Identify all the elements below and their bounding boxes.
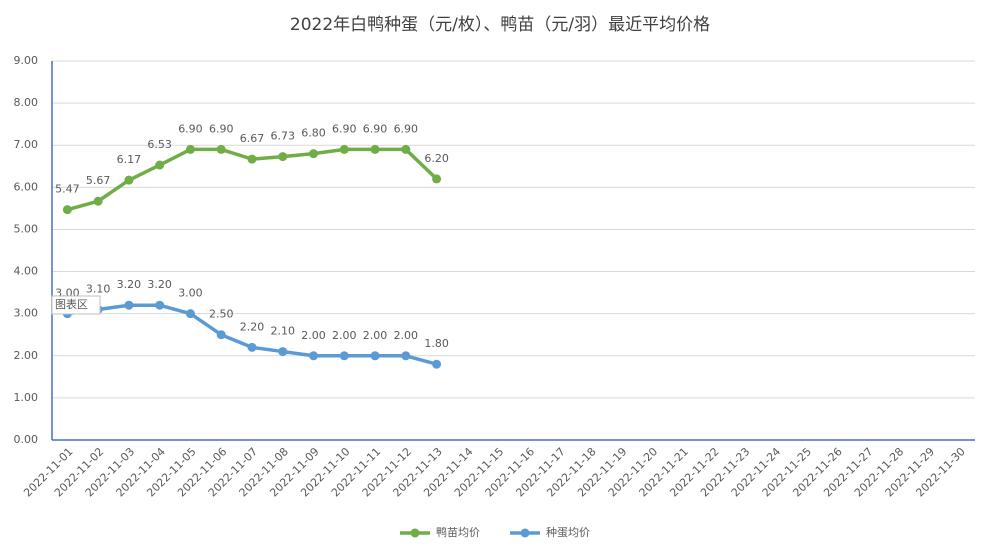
data-label: 6.90 [209, 122, 234, 135]
data-point [370, 351, 380, 361]
data-label: 2.00 [332, 329, 357, 342]
data-label: 6.73 [271, 130, 296, 143]
data-point [93, 196, 103, 206]
y-tick-label: 0.00 [14, 433, 39, 446]
y-tick-label: 2.00 [14, 349, 39, 362]
data-label: 6.20 [424, 152, 449, 165]
data-label: 3.20 [147, 278, 172, 291]
y-tick-label: 1.00 [14, 391, 39, 404]
data-label: 2.20 [240, 320, 265, 333]
data-point [339, 144, 349, 154]
data-point [278, 152, 288, 162]
annotation-box [51, 295, 101, 315]
data-point [401, 144, 411, 154]
data-label: 2.00 [301, 329, 326, 342]
data-label: 2.00 [363, 329, 388, 342]
y-tick-label: 4.00 [14, 265, 39, 278]
data-label: 2.50 [209, 308, 234, 321]
data-label: 6.90 [363, 122, 388, 135]
y-tick-label: 7.00 [14, 138, 39, 151]
data-label: 6.90 [332, 122, 357, 135]
data-label: 5.47 [55, 183, 80, 196]
data-label: 6.90 [394, 122, 419, 135]
y-tick-label: 6.00 [14, 180, 39, 193]
data-point [278, 347, 288, 357]
annotation: 图表区 [55, 297, 88, 311]
data-label: 6.80 [301, 127, 326, 140]
legend-marker [410, 528, 420, 538]
data-point [309, 149, 319, 159]
data-point [124, 300, 134, 310]
y-tick-label: 9.00 [14, 54, 39, 67]
y-tick-label: 8.00 [14, 96, 39, 109]
data-label: 2.00 [394, 329, 419, 342]
data-point [309, 351, 319, 361]
data-label: 3.00 [178, 287, 203, 300]
data-label: 6.17 [117, 153, 142, 166]
data-point [124, 175, 134, 185]
data-label: 6.67 [240, 132, 265, 145]
data-point [401, 351, 411, 361]
legend-marker [520, 528, 530, 538]
data-point [432, 359, 442, 369]
legend-label: 种蛋均价 [546, 525, 590, 539]
data-point [216, 144, 226, 154]
data-point [370, 144, 380, 154]
data-label: 6.53 [147, 138, 172, 151]
data-label: 3.20 [117, 278, 142, 291]
data-label: 5.67 [86, 174, 111, 187]
data-point [247, 154, 257, 164]
legend-label: 鸭苗均价 [436, 526, 480, 539]
data-point [185, 309, 195, 319]
data-point [185, 144, 195, 154]
data-point [339, 351, 349, 361]
data-point [247, 342, 257, 352]
data-label: 6.90 [178, 122, 203, 135]
y-tick-label: 5.00 [14, 222, 39, 235]
data-label: 1.80 [424, 337, 449, 350]
data-point [216, 330, 226, 340]
data-point [432, 174, 442, 184]
data-point [155, 160, 165, 170]
data-point [155, 300, 165, 310]
data-point [62, 205, 72, 215]
y-tick-label: 3.00 [14, 307, 39, 320]
data-label: 2.10 [271, 325, 296, 338]
data-label: 3.10 [86, 282, 111, 295]
chart-title: 2022年白鸭种蛋（元/枚）、鸭苗（元/羽）最近平均价格 [290, 15, 710, 35]
